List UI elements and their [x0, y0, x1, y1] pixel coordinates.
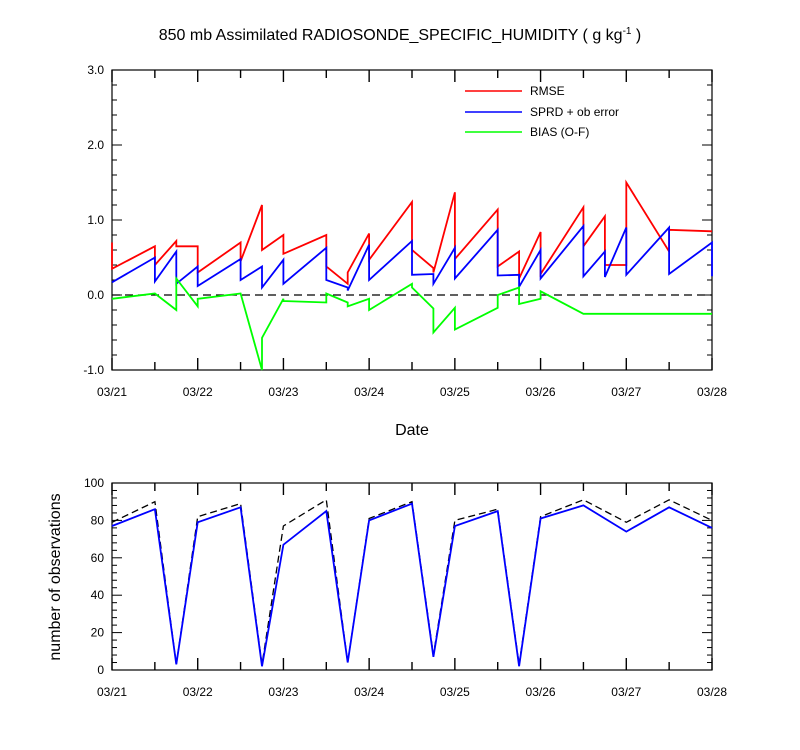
legend-label-bias: BIAS (O-F) — [530, 125, 589, 139]
bottom-panel-ticks — [111, 482, 713, 671]
top-panel-tick-labels: 03/21 03/22 03/23 03/24 03/25 03/26 03/27 03/28… — [83, 63, 727, 399]
x-tick-label: 03/27 — [611, 385, 641, 399]
series-line-2 — [111, 275, 712, 371]
series-line-1 — [111, 223, 713, 291]
y-tick-label: 2.0 — [87, 138, 104, 152]
legend: RMSE SPRD + ob error BIAS (O-F) — [465, 84, 619, 139]
legend-label-rmse: RMSE — [530, 84, 565, 98]
y-tick-label: 3.0 — [87, 63, 104, 77]
x-tick-label: 03/26 — [526, 685, 556, 699]
chart-title: 850 mb Assimilated RADIOSONDE_SPECIFIC_H… — [159, 26, 642, 44]
x-tick-label: 03/24 — [354, 685, 384, 699]
x-tick-label: 03/26 — [526, 385, 556, 399]
y-tick-label: 80 — [91, 513, 105, 527]
x-tick-label: 03/28 — [697, 385, 727, 399]
y-tick-label: 20 — [91, 626, 105, 640]
x-tick-label: 03/23 — [268, 685, 298, 699]
bottom-panel-series — [111, 498, 713, 667]
bottom-plot-frame — [111, 482, 713, 671]
top-panel-ticks — [111, 69, 713, 371]
x-tick-label: 03/21 — [97, 385, 127, 399]
x-tick-label: 03/25 — [440, 385, 470, 399]
y-tick-label: 0 — [97, 663, 104, 677]
x-tick-label: 03/27 — [611, 685, 641, 699]
y-tick-label: 40 — [91, 588, 105, 602]
x-tick-label: 03/22 — [183, 685, 213, 699]
series-line-0 — [111, 179, 713, 286]
x-tick-label: 03/24 — [354, 385, 384, 399]
x-tick-label: 03/25 — [440, 685, 470, 699]
series-line-0 — [111, 498, 713, 665]
x-tick-label: 03/21 — [97, 685, 127, 699]
y-tick-label: 1.0 — [87, 213, 104, 227]
y-tick-label: 60 — [91, 551, 105, 565]
legend-label-sprd: SPRD + ob error — [530, 105, 619, 119]
y-axis-title-observations: number of observations — [47, 493, 64, 660]
x-tick-label: 03/22 — [183, 385, 213, 399]
x-tick-label: 03/23 — [268, 385, 298, 399]
top-panel-series — [111, 179, 713, 371]
y-tick-label: 0.0 — [87, 288, 104, 302]
y-tick-label: 100 — [84, 476, 104, 490]
x-axis-title: Date — [395, 422, 429, 439]
bottom-panel-tick-labels: 03/21 03/22 03/23 03/24 03/25 03/26 03/27 03/28… — [84, 476, 727, 699]
y-tick-label: -1.0 — [83, 363, 104, 377]
x-tick-label: 03/28 — [697, 685, 727, 699]
series-line-1 — [111, 502, 713, 667]
